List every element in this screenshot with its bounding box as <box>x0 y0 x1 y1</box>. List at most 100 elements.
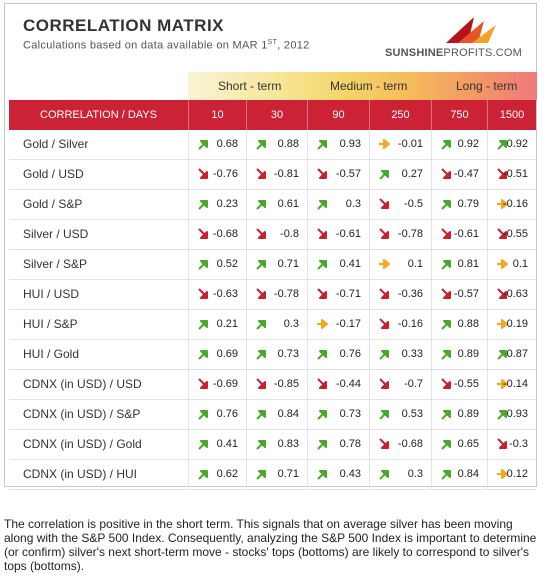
correlation-value: -0.57 <box>453 288 479 300</box>
correlation-cell: -0.14 <box>487 370 536 399</box>
arrow-down-icon <box>441 228 451 239</box>
arrow-up-icon <box>497 140 507 150</box>
correlation-value: 0.81 <box>457 258 479 270</box>
correlation-value: -0.17 <box>335 318 361 330</box>
arrow-down-icon <box>317 168 327 179</box>
correlation-value: 0.21 <box>216 318 238 330</box>
correlation-cell: 0.62 <box>188 460 246 489</box>
correlation-cell: -0.36 <box>369 280 431 309</box>
correlation-cell: 0.76 <box>188 400 246 429</box>
correlation-cell: 0.73 <box>307 400 369 429</box>
correlation-cell: 0.88 <box>431 310 487 339</box>
table-row: CDNX (in USD) / S&P 0.76 0.84 0.73 0.53 0.89 0… <box>9 400 536 430</box>
correlation-value: 0.53 <box>401 408 423 420</box>
correlation-cell: 0.3 <box>307 190 369 219</box>
correlation-cell: 0.68 <box>188 130 246 159</box>
arrow-down-icon <box>317 378 327 389</box>
correlation-cell: 0.79 <box>431 190 487 219</box>
correlation-value: 0.89 <box>457 408 479 420</box>
day-header: 1500 <box>487 100 536 130</box>
arrow-up-icon <box>198 350 208 360</box>
arrow-up-icon <box>198 440 208 450</box>
correlation-cell: -0.57 <box>431 280 487 309</box>
correlation-cell: 0.71 <box>246 460 307 489</box>
correlation-cell: 0.73 <box>246 340 307 369</box>
arrow-down-icon <box>441 288 451 299</box>
correlation-cell: -0.8 <box>246 220 307 249</box>
arrow-up-icon <box>198 410 208 420</box>
correlation-cell: 0.53 <box>369 400 431 429</box>
correlation-cell: -0.16 <box>487 190 536 219</box>
correlation-value: 0.69 <box>216 348 238 360</box>
correlation-cell: 0.27 <box>369 160 431 189</box>
correlation-value: 0.73 <box>339 408 361 420</box>
correlation-value: 0.78 <box>339 438 361 450</box>
correlation-cell: 0.19 <box>487 310 536 339</box>
table-row: Silver / USD -0.68 -0.8 -0.61 -0.78 -0.61 -0.5… <box>9 220 536 250</box>
correlation-value: 0.76 <box>216 408 238 420</box>
logo-text-light: PROFITS.COM <box>443 47 522 59</box>
correlation-value: -0.55 <box>453 378 479 390</box>
correlation-value: 0.65 <box>457 438 479 450</box>
correlation-cell: -0.55 <box>487 220 536 249</box>
arrow-up-icon <box>441 410 451 420</box>
correlation-value: -0.61 <box>335 228 361 240</box>
correlation-cell: 0.83 <box>246 430 307 459</box>
correlation-value: 0.52 <box>216 258 238 270</box>
table-row: CDNX (in USD) / USD -0.69 -0.85 -0.44 -0.7 -0… <box>9 370 536 400</box>
arrow-up-icon <box>497 410 507 420</box>
correlation-value: 0.93 <box>339 138 361 150</box>
correlation-cell: 0.87 <box>487 340 536 369</box>
row-label: HUI / Gold <box>23 347 80 361</box>
table-row: CDNX (in USD) / HUI 0.62 0.71 0.43 0.3 0.84 0.… <box>9 460 536 490</box>
logo-text: SUNSHINEPROFITS.COM <box>385 47 522 59</box>
term-gradient-bar <box>188 72 537 100</box>
arrow-up-icon <box>317 350 327 360</box>
row-label: Gold / Silver <box>23 137 89 151</box>
correlation-cell: -0.71 <box>307 280 369 309</box>
arrow-up-icon <box>317 140 327 150</box>
commentary-note: The correlation is positive in the short… <box>4 517 537 573</box>
correlation-cell: -0.78 <box>369 220 431 249</box>
correlation-value: -0.01 <box>397 138 423 150</box>
subtitle-suffix: , 2012 <box>277 39 310 52</box>
correlation-value: -0.63 <box>212 288 238 300</box>
table-row: Silver / S&P 0.52 0.71 0.41 0.1 0.81 0.1 <box>9 250 536 280</box>
correlation-value: 0.71 <box>277 258 299 270</box>
arrow-down-icon <box>497 168 507 179</box>
arrow-up-icon <box>441 440 451 450</box>
correlation-cell: -0.63 <box>188 280 246 309</box>
correlation-value: 0.27 <box>401 168 423 180</box>
arrow-flat-icon <box>497 379 508 389</box>
arrow-up-icon <box>379 470 389 480</box>
arrow-flat-icon <box>497 319 508 329</box>
arrow-down-icon <box>198 288 208 299</box>
correlation-value: 0.1 <box>512 258 528 270</box>
arrow-down-icon <box>441 168 451 179</box>
correlation-value: -0.78 <box>397 228 423 240</box>
correlation-cell: -0.63 <box>487 280 536 309</box>
arrow-up-icon <box>317 260 327 270</box>
arrow-up-icon <box>256 440 266 450</box>
correlation-cell: -0.55 <box>431 370 487 399</box>
row-label: Gold / S&P <box>23 197 83 211</box>
correlation-cell: -0.5 <box>369 190 431 219</box>
correlation-cell: 0.21 <box>188 310 246 339</box>
correlation-value: 0.19 <box>506 318 528 330</box>
correlation-cell: -0.81 <box>246 160 307 189</box>
correlation-cell: 0.41 <box>307 250 369 279</box>
correlation-value: 0.62 <box>216 468 238 480</box>
correlation-value: 0.93 <box>506 408 528 420</box>
row-label: Gold / USD <box>23 167 84 181</box>
correlation-value: -0.76 <box>212 168 238 180</box>
term-medium: Medium - term <box>330 79 408 93</box>
day-header: 750 <box>431 100 487 130</box>
row-label: Silver / S&P <box>23 257 88 271</box>
correlation-value: 0.41 <box>339 258 361 270</box>
arrow-up-icon <box>256 200 266 210</box>
correlation-value: 0.33 <box>401 348 423 360</box>
arrow-up-icon <box>317 470 327 480</box>
correlation-cell: -0.76 <box>188 160 246 189</box>
correlation-cell: -0.17 <box>307 310 369 339</box>
arrow-flat-icon <box>497 469 508 479</box>
